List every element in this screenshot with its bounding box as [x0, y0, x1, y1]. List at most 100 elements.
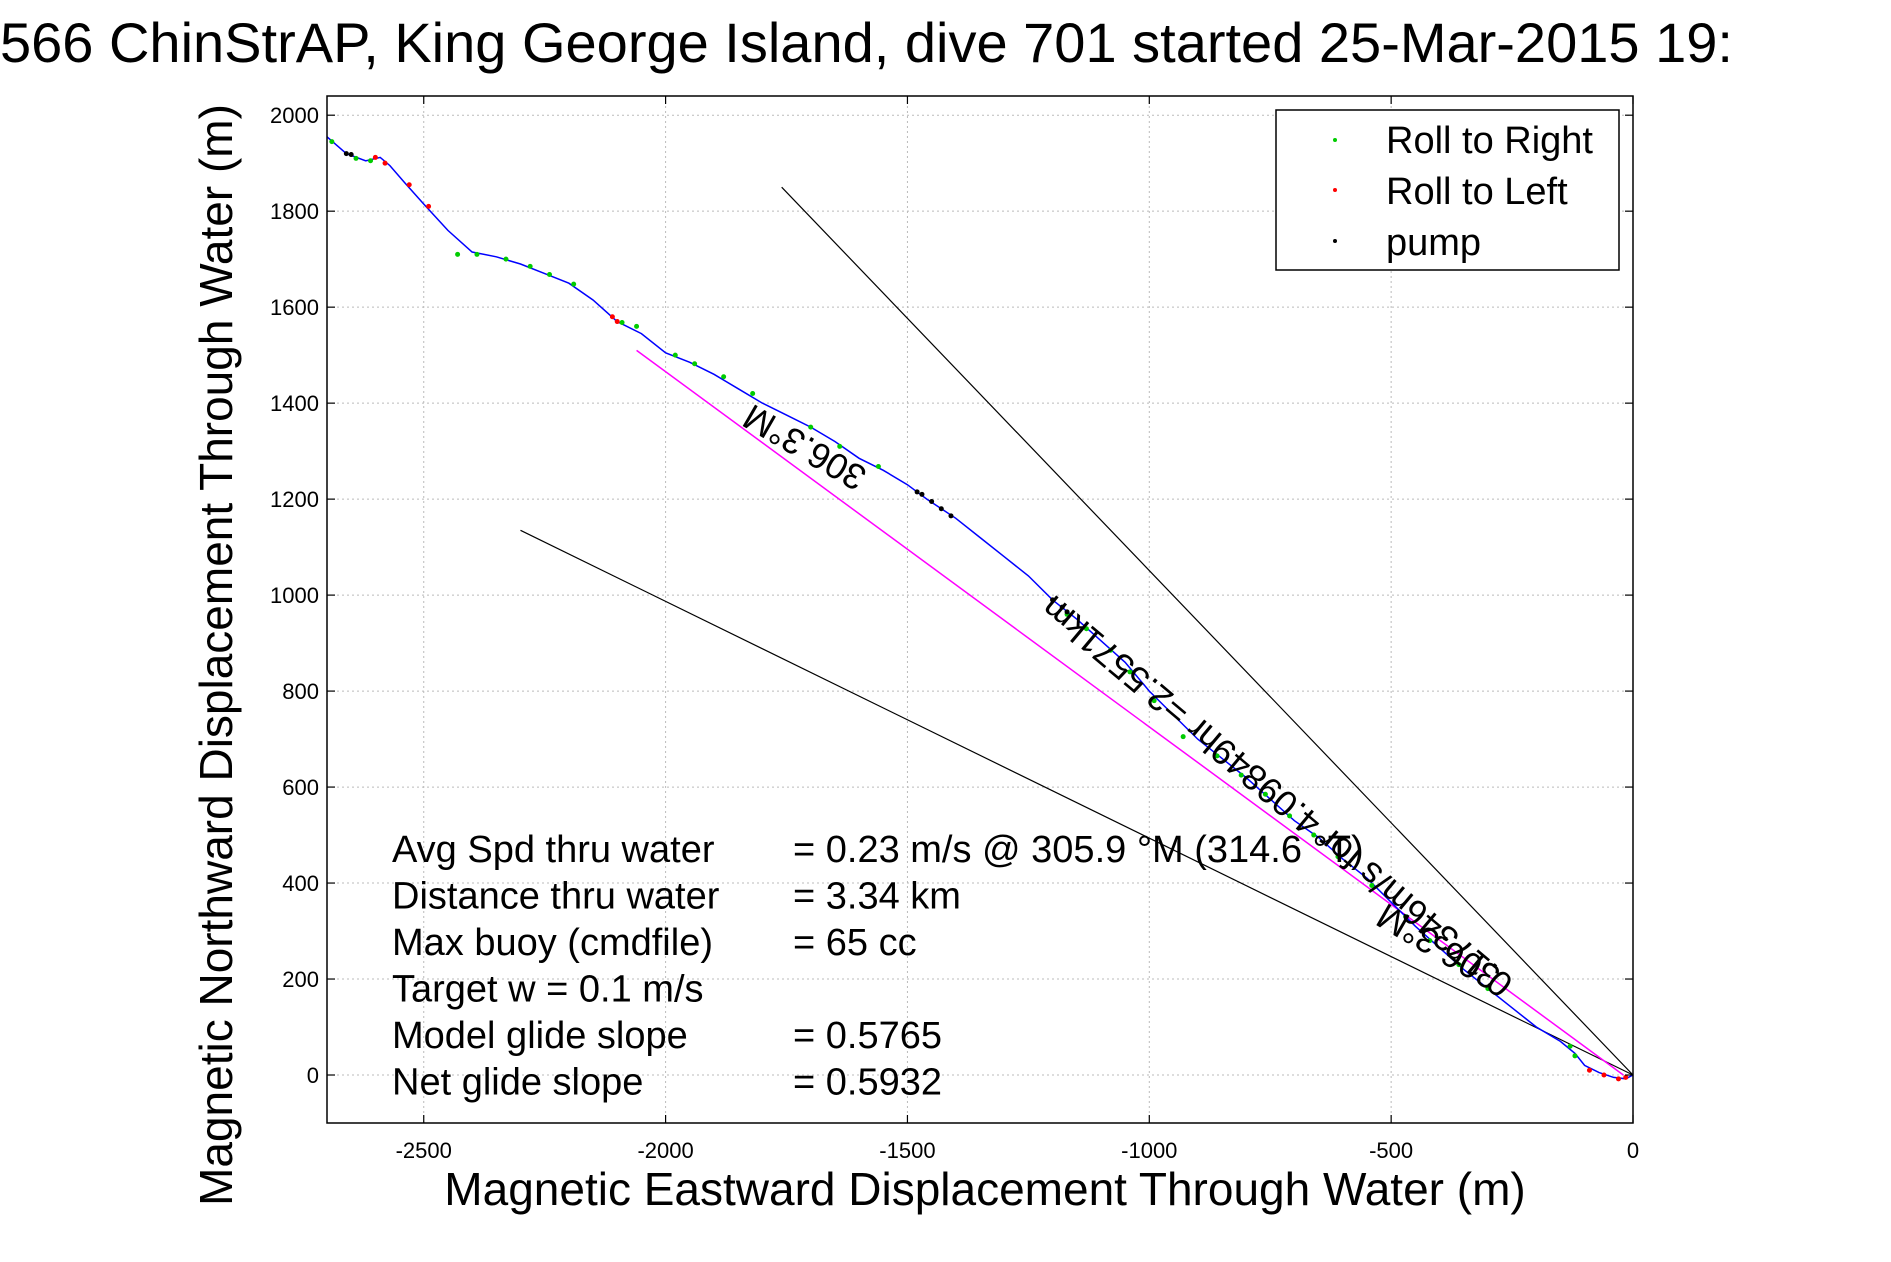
heading-wedge	[520, 186, 1634, 1076]
legend-marker-roll-left	[1333, 188, 1337, 192]
pump-point	[919, 491, 925, 497]
x-tick-label: -1500	[879, 1138, 935, 1163]
roll-right-point	[571, 281, 577, 287]
stat-label: Max buoy (cmdfile)	[392, 922, 713, 964]
roll-right-point	[368, 158, 374, 164]
roll-right-point	[1403, 914, 1409, 920]
y-tick-label: 1400	[270, 391, 319, 416]
roll-right-point	[1369, 882, 1375, 888]
roll-right-point	[1311, 832, 1317, 838]
pump-point	[1059, 604, 1065, 610]
stat-value: = 65 cc	[793, 922, 917, 964]
y-tick-label: 1200	[270, 487, 319, 512]
track	[326, 136, 1634, 1080]
fit-line	[636, 349, 1624, 1076]
markers	[329, 139, 1629, 1082]
y-tick-label: 1000	[270, 583, 319, 608]
roll-left-point	[1601, 1072, 1607, 1078]
stat-label: Net glide slope	[392, 1062, 643, 1104]
x-tick-label: 0	[1627, 1138, 1639, 1163]
stat-value: = 0.23 m/s @ 305.9 °M (314.6 °T)	[793, 829, 1364, 871]
annotation-label: 306.3°M	[736, 396, 873, 499]
pump-point	[1050, 597, 1056, 603]
roll-left-point	[382, 160, 388, 166]
y-tick-label: 0	[307, 1063, 319, 1088]
x-axis-label: Magnetic Eastward Displacement Through W…	[444, 1163, 1525, 1215]
roll-right-point	[1127, 669, 1133, 675]
y-tick-label: 400	[282, 871, 319, 896]
roll-right-point	[1083, 626, 1089, 632]
plot-frame	[326, 95, 1634, 1124]
roll-left-point	[426, 203, 432, 209]
roll-left-point	[1615, 1076, 1621, 1082]
roll-left-point	[1623, 1074, 1629, 1080]
roll-right-point	[1180, 734, 1186, 740]
pump-point	[343, 151, 349, 157]
roll-right-point	[547, 272, 553, 278]
roll-right-point	[808, 424, 814, 430]
stats-block: Avg Spd thru water = 0.23 m/s @ 305.9 °M …	[392, 829, 1364, 1104]
roll-right-point	[1572, 1053, 1578, 1059]
pump-point	[938, 506, 944, 512]
chart-title: 566 ChinStrAP, King George Island, dive …	[0, 11, 1733, 74]
roll-right-point	[1485, 986, 1491, 992]
roll-right-point	[455, 251, 461, 257]
roll-right-point	[527, 263, 533, 269]
roll-right-point	[1427, 938, 1433, 944]
roll-right-point	[503, 256, 509, 262]
roll-right-point	[1567, 1043, 1573, 1049]
stat-value: = 3.34 km	[793, 876, 961, 918]
roll-right-point	[1238, 772, 1244, 778]
stat-label: Distance thru water	[392, 876, 720, 918]
roll-right-point	[875, 463, 881, 469]
roll-right-point	[1335, 854, 1341, 860]
roll-right-point	[474, 251, 480, 257]
roll-right-point	[1214, 753, 1220, 759]
stat-value: = 0.5932	[793, 1062, 942, 1104]
roll-right-point	[1151, 698, 1157, 704]
x-tick-label: -1000	[1121, 1138, 1177, 1163]
y-tick-label: 600	[282, 775, 319, 800]
roll-right-point	[837, 443, 843, 449]
roll-right-point	[353, 155, 359, 161]
legend-marker-roll-right	[1333, 138, 1337, 142]
heading-line-lower	[520, 529, 1634, 1076]
roll-left-point	[406, 182, 412, 188]
y-tick-label: 1800	[270, 199, 319, 224]
pump-point	[929, 499, 935, 505]
annotation-label: 0.17346m/s for 4.09849hr =2.5571km	[1033, 588, 1520, 1006]
x-tick-label: -2500	[396, 1138, 452, 1163]
roll-left-point	[1586, 1067, 1592, 1073]
y-axis-label: Magnetic Northward Displacement Through …	[190, 104, 242, 1206]
legend-label-roll-right: Roll to Right	[1386, 120, 1593, 162]
stat-label: Avg Spd thru water	[392, 829, 715, 871]
stat-label: Target w = 0.1 m/s	[392, 969, 704, 1011]
roll-right-point	[721, 374, 727, 380]
roll-right-point	[1262, 791, 1268, 797]
legend-marker-pump	[1333, 239, 1337, 243]
roll-right-point	[1287, 813, 1293, 819]
roll-left-point	[372, 154, 378, 160]
fit-line-path	[636, 349, 1624, 1076]
roll-left-point	[609, 314, 615, 320]
roll-right-point	[750, 391, 756, 397]
heading-line-upper	[781, 186, 1634, 1076]
roll-right-point	[634, 323, 640, 329]
stat-label: Model glide slope	[392, 1015, 688, 1057]
y-tick-label: 200	[282, 967, 319, 992]
roll-right-point	[329, 139, 335, 145]
y-tick-label: 2000	[270, 103, 319, 128]
roll-right-point	[692, 361, 698, 367]
x-tick-label: -2000	[637, 1138, 693, 1163]
pump-point	[914, 489, 920, 495]
legend-label-roll-left: Roll to Left	[1386, 171, 1568, 213]
pump-point	[348, 152, 354, 158]
roll-right-point	[619, 320, 625, 326]
y-tick-label: 1600	[270, 295, 319, 320]
pump-point	[948, 513, 954, 519]
roll-left-point	[614, 319, 620, 325]
roll-right-point	[672, 352, 678, 358]
stat-value: = 0.5765	[793, 1015, 942, 1057]
track-line	[326, 136, 1634, 1080]
